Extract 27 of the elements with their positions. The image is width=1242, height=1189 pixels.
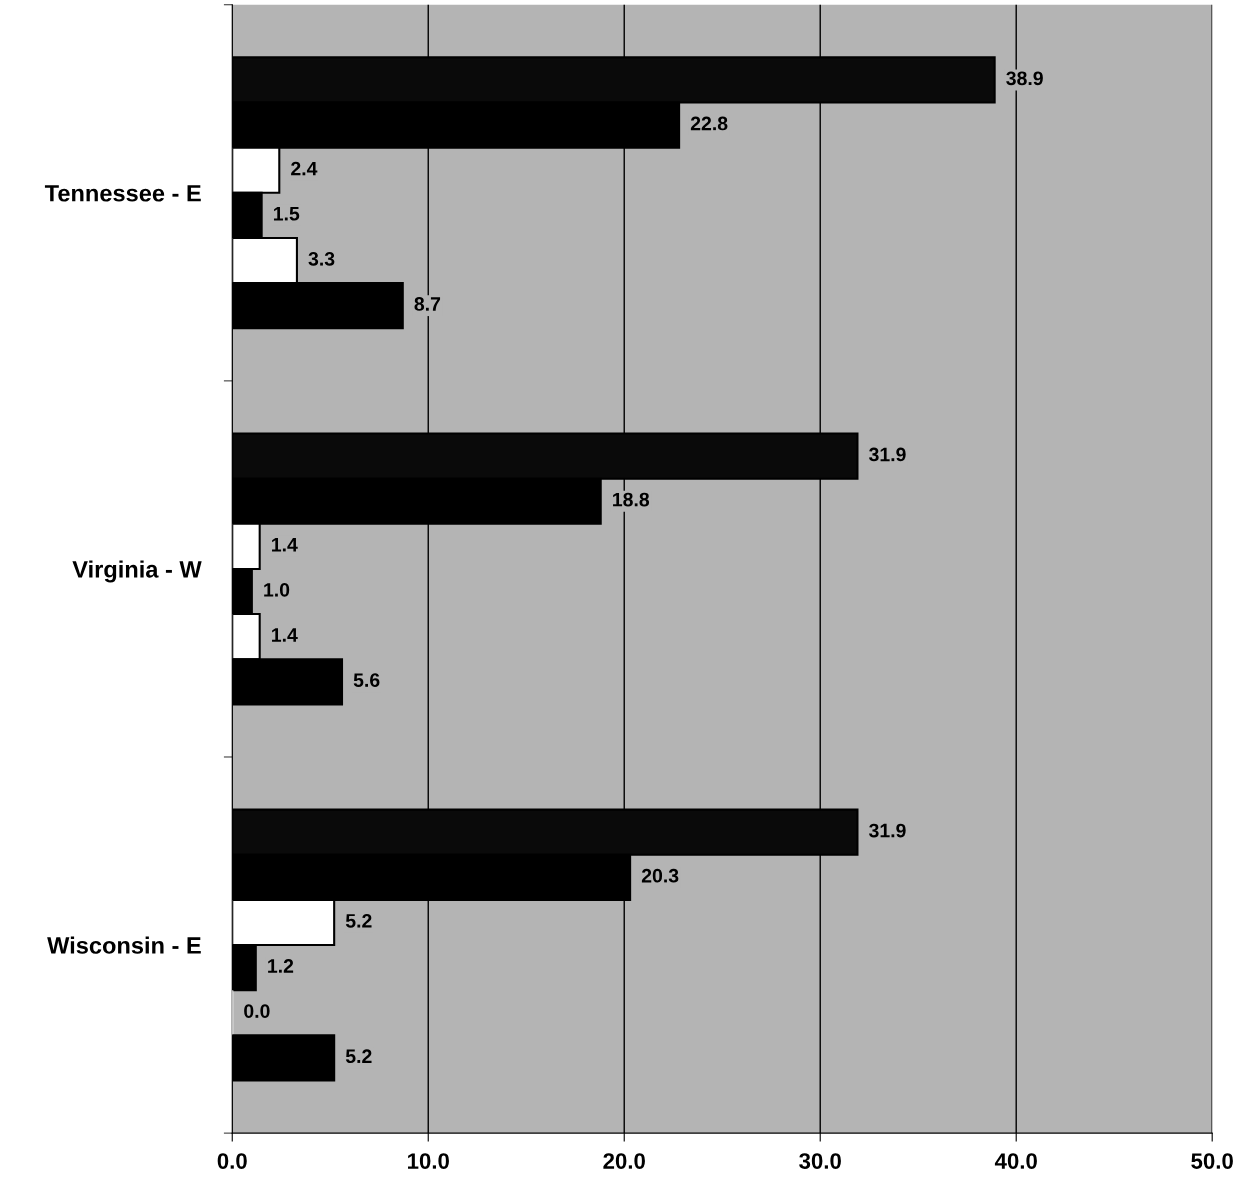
data-label: 1.4 (272, 628, 298, 642)
y-tick-label: Tennessee - E (44, 185, 201, 202)
x-tick-label: 50.0 (1191, 1153, 1233, 1169)
data-label: 5.6 (353, 673, 380, 687)
x-tick-label: 10.0 (408, 1153, 449, 1169)
data-label: 0.0 (244, 1004, 270, 1018)
data-label: 8.7 (414, 297, 441, 311)
x-tick-label: 40.0 (994, 1153, 1037, 1169)
data-label: 31.9 (869, 447, 906, 462)
data-label: 20.3 (641, 868, 679, 883)
data-label: 5.2 (345, 913, 372, 928)
data-label: 1.4 (272, 538, 298, 552)
data-label: 3.3 (308, 251, 335, 266)
data-label: 1.2 (268, 959, 294, 973)
data-label: 1.5 (273, 207, 300, 221)
data-label: 2.4 (291, 161, 318, 176)
y-tick-label: Wisconsin - E (47, 936, 201, 954)
data-label: 22.8 (690, 116, 728, 131)
data-label: 1.0 (264, 582, 290, 597)
x-tick-label: 0.0 (217, 1153, 247, 1169)
x-tick-label: 20.0 (603, 1153, 645, 1169)
data-label: 18.8 (613, 492, 650, 507)
data-label: 38.9 (1006, 71, 1043, 86)
data-label: 31.9 (869, 823, 906, 838)
x-tick-label: 30.0 (799, 1153, 841, 1169)
y-tick-label: Virginia - W (72, 560, 202, 583)
data-label: 5.2 (345, 1049, 372, 1064)
